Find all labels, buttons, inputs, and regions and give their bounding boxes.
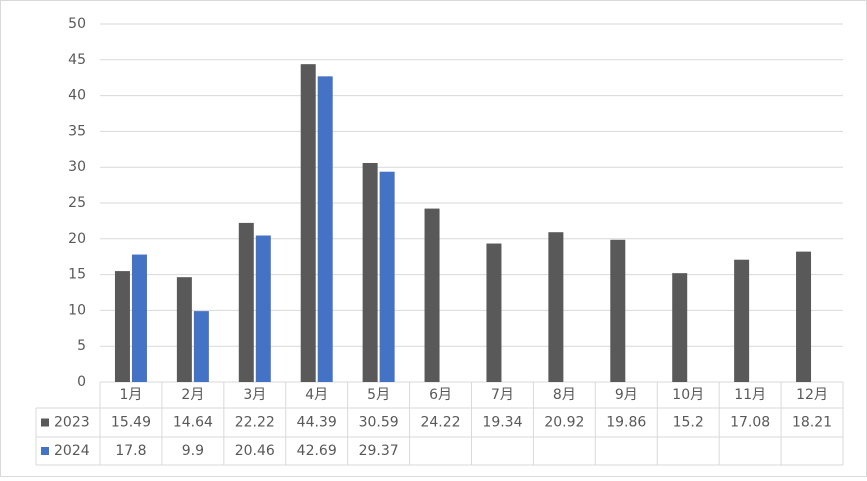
bar [379,171,395,382]
y-tick-label: 45 [68,52,86,68]
bar [131,254,147,382]
y-tick-label: 10 [68,302,86,318]
x-tick-label: 1月 [119,387,142,403]
bar [317,76,333,382]
table-cell: 29.37 [359,443,399,459]
table-cell: 15.2 [673,415,704,431]
bar [193,311,209,382]
table-cell: 19.86 [606,415,646,431]
y-tick-label: 35 [68,123,86,139]
table-cell: 44.39 [297,415,337,431]
table-cell: 22.22 [235,415,275,431]
y-tick-label: 50 [68,16,86,32]
y-tick-label: 25 [68,195,86,211]
y-tick-label: 5 [77,338,86,354]
table-cell: 42.69 [297,443,337,459]
bar [734,259,750,382]
bar [424,208,440,382]
bar [672,273,688,382]
bar [255,235,271,382]
bar [300,64,316,382]
bar [610,239,626,382]
x-tick-label: 12月 [796,387,828,403]
y-tick-label: 15 [68,267,86,283]
table-cell: 18.21 [792,415,832,431]
bar [238,222,254,382]
table-cell: 19.34 [482,415,522,431]
table-cell: 17.8 [115,443,146,459]
x-tick-label: 9月 [615,387,638,403]
bar [486,243,502,382]
x-tick-label: 2月 [181,387,204,403]
legend-label: 2024 [54,443,90,459]
y-tick-label: 0 [77,374,86,390]
y-tick-label: 20 [68,231,86,247]
x-tick-label: 8月 [553,387,576,403]
bar [548,232,564,382]
x-tick-label: 3月 [243,387,266,403]
table-cell: 14.64 [173,415,213,431]
bar [796,251,812,382]
x-tick-label: 11月 [734,387,766,403]
x-tick-label: 7月 [491,387,514,403]
bar [114,271,130,382]
x-tick-label: 10月 [672,387,704,403]
table-cell: 15.49 [111,415,151,431]
y-tick-label: 30 [68,159,86,175]
legend-key [41,418,49,427]
table-cell: 9.9 [182,443,204,459]
legend-label: 2023 [54,415,90,431]
table-cell: 20.92 [544,415,584,431]
table-cell: 24.22 [420,415,460,431]
table-cell: 20.46 [235,443,275,459]
bar [176,277,192,382]
x-tick-label: 6月 [429,387,452,403]
bar [362,162,378,382]
x-tick-label: 5月 [367,387,390,403]
y-tick-label: 40 [68,88,86,104]
legend-key [41,447,49,455]
table-cell: 17.08 [730,415,770,431]
x-tick-label: 4月 [305,387,328,403]
table-cell: 30.59 [359,415,399,431]
